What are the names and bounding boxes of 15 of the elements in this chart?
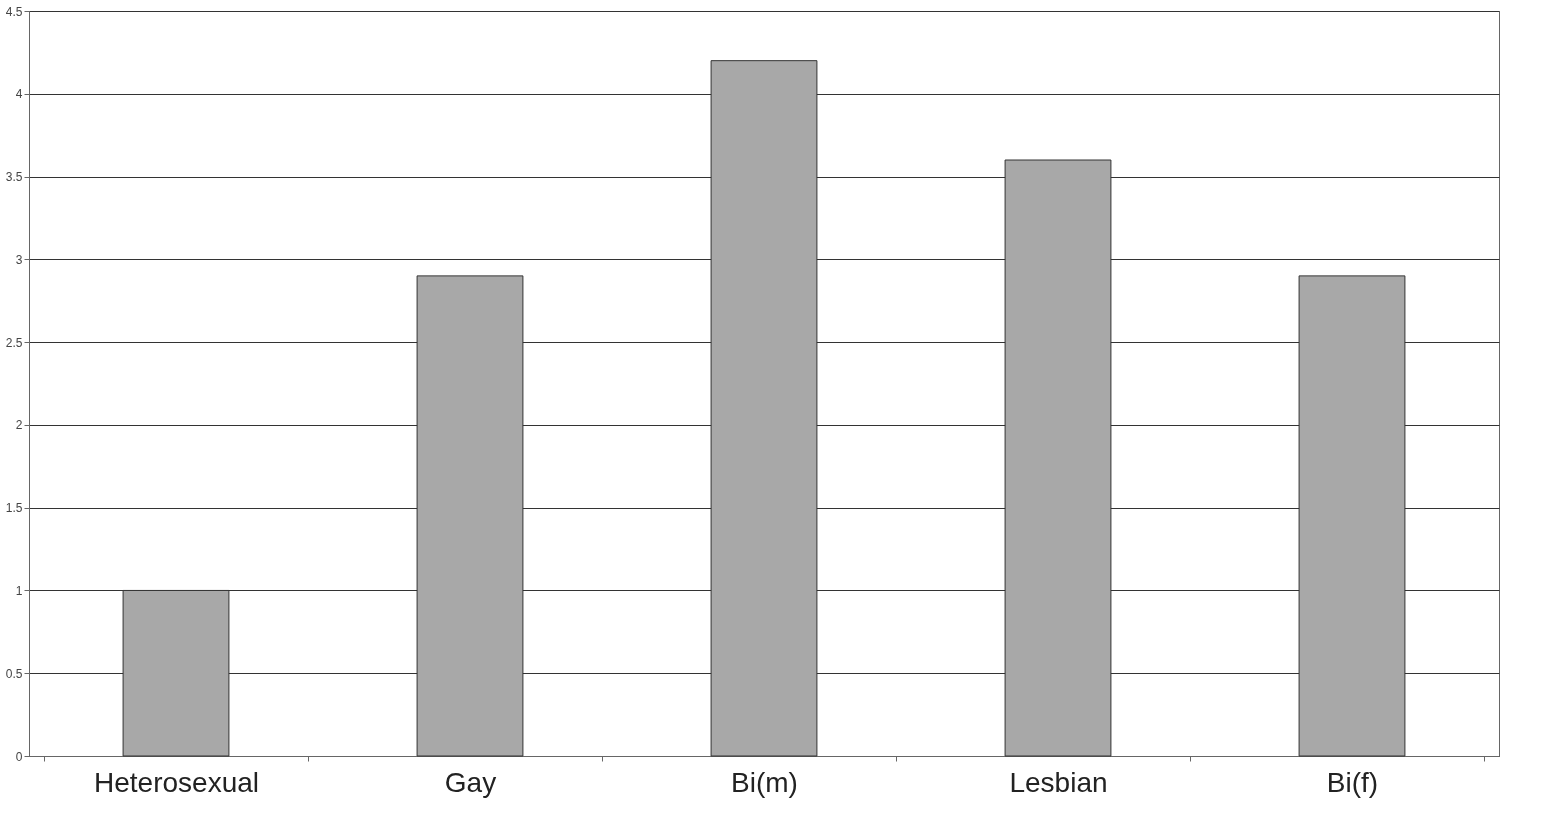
- y-tick-label: 2: [15, 418, 23, 433]
- y-tick-label: 1.5: [5, 501, 23, 516]
- y-tick-label: 1: [15, 583, 23, 598]
- y-tick-label: 4: [15, 87, 23, 102]
- x-tick-label: Gay: [444, 766, 497, 798]
- y-tick-label: 4.5: [5, 4, 23, 19]
- y-tick-label: 2.5: [5, 335, 23, 350]
- y-tick-label: 0.5: [5, 666, 23, 681]
- x-tick-label: Bi(f): [1326, 766, 1379, 798]
- y-tick-label: 3: [15, 252, 23, 267]
- y-tick-label: 0: [15, 749, 23, 764]
- x-tick-label: Heterosexual: [94, 766, 259, 798]
- x-tick-label: Bi(m): [731, 766, 798, 798]
- y-tick-label: 3.5: [5, 170, 23, 185]
- x-tick-label: Lesbian: [1009, 766, 1108, 798]
